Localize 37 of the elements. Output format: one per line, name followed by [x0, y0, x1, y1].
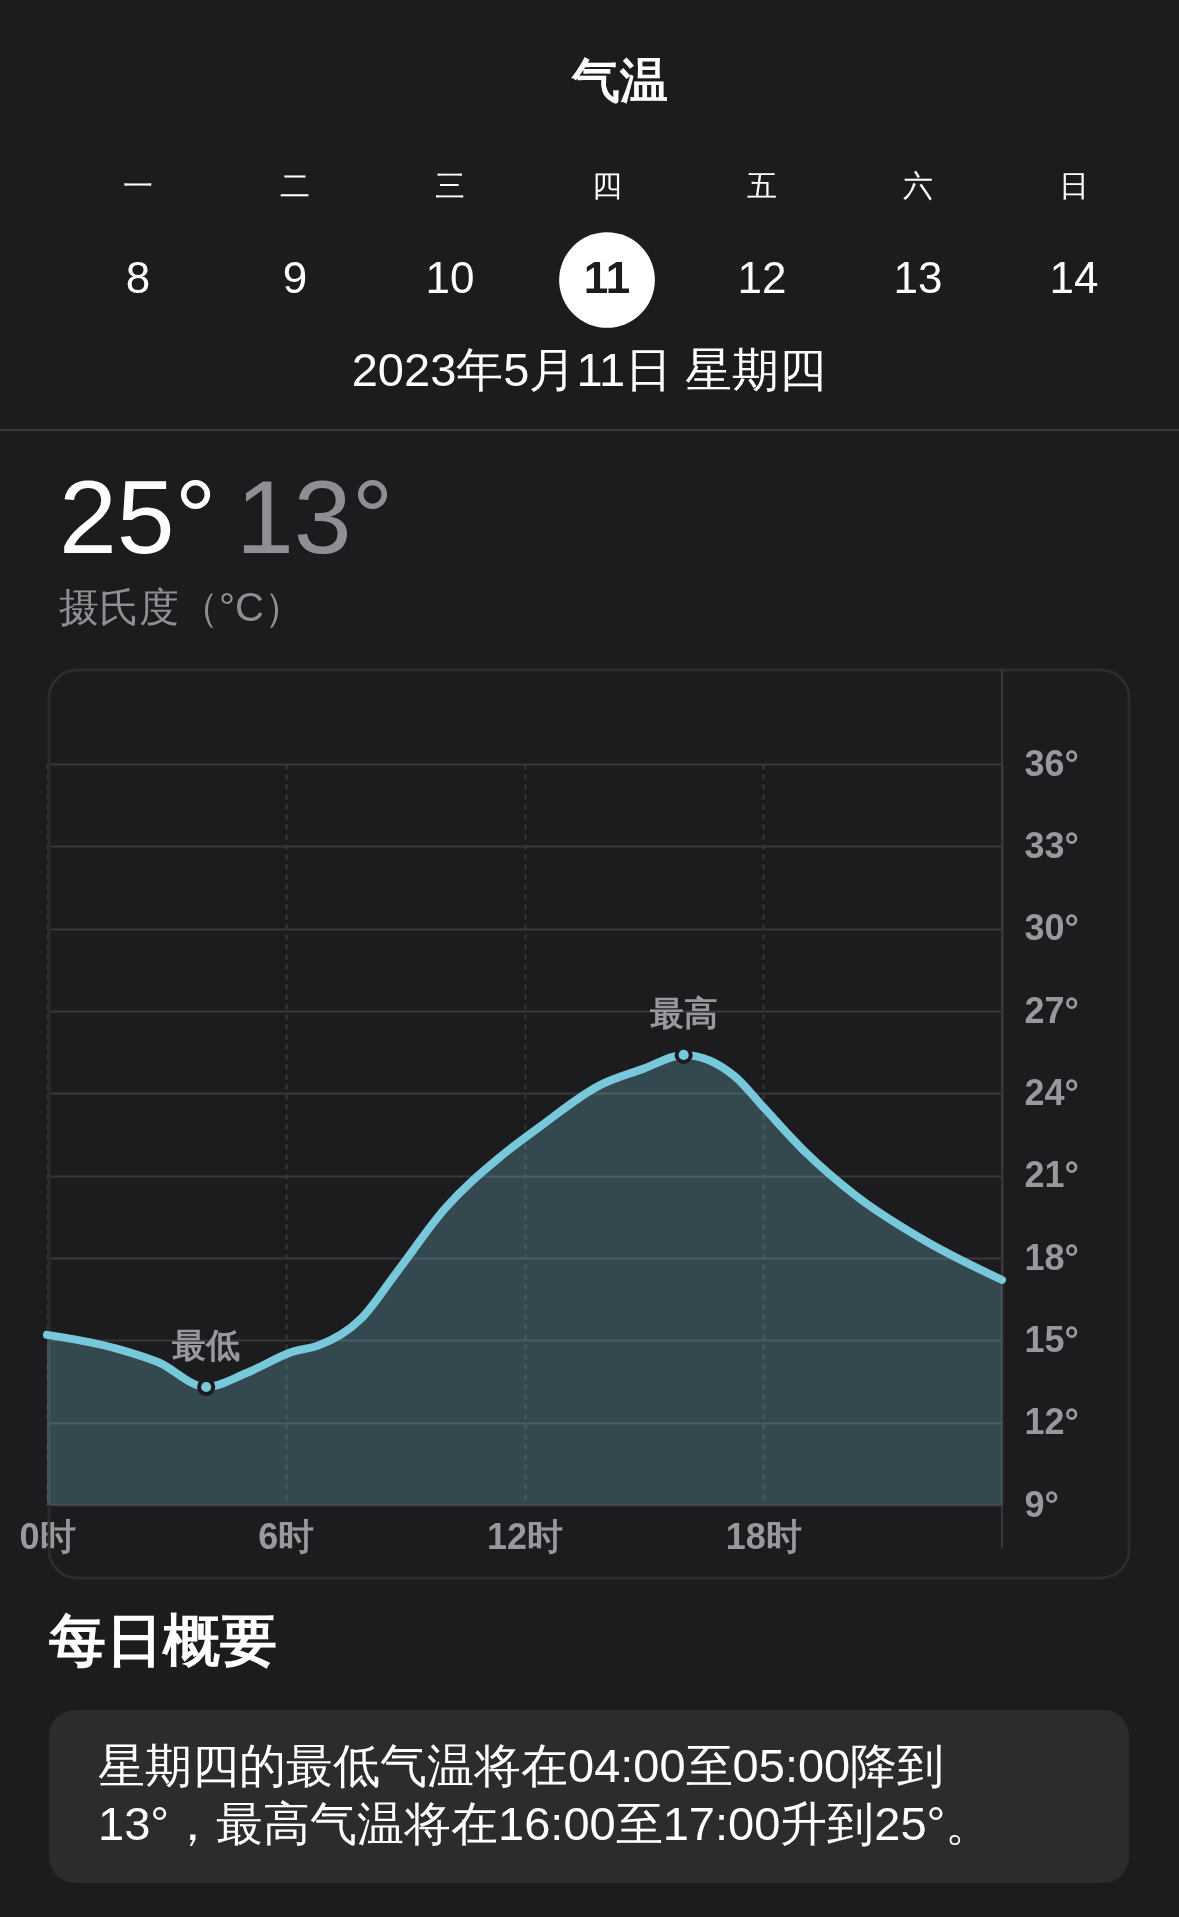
- text: 四: [592, 169, 622, 202]
- chart-title: 气温: [571, 54, 668, 107]
- text: 每日概要: [48, 1608, 277, 1672]
- y-tick-label: 30°: [1024, 907, 1079, 949]
- text: 14: [1049, 253, 1099, 302]
- text: 六: [903, 169, 933, 202]
- y-tick-label: 21°: [1024, 1154, 1079, 1196]
- text: 二: [280, 169, 310, 202]
- x-tick-label: 18时: [725, 1515, 802, 1557]
- text: 11: [583, 253, 631, 302]
- text: 12: [737, 253, 787, 302]
- y-tick-label: 18°: [1024, 1236, 1079, 1278]
- annotation: 最高: [649, 993, 718, 1032]
- text: 三: [435, 169, 465, 202]
- y-tick-label: 27°: [1024, 989, 1079, 1031]
- y-tick-label: 9°: [1024, 1483, 1059, 1525]
- text: 9: [282, 253, 308, 302]
- y-tick-label: 24°: [1024, 1071, 1079, 1113]
- text: 星期四的最低气温将在04:00至05:00降到13°，最高气温将在16:00至17:00升到25°。: [98, 1739, 993, 1850]
- text: 摄氏度（°C）: [59, 585, 304, 629]
- y-tick-label: 12°: [1024, 1401, 1079, 1443]
- text: 2023年5月11日 星期四: [351, 343, 827, 396]
- text: 8: [125, 253, 151, 302]
- x-tick-label: 6时: [258, 1515, 315, 1557]
- text: 25°: [59, 459, 217, 575]
- y-tick-label: 15°: [1024, 1318, 1079, 1360]
- text: 13: [893, 253, 943, 302]
- text: 10: [425, 253, 475, 302]
- x-tick-label: 12时: [486, 1515, 564, 1557]
- y-tick-label: 33°: [1024, 824, 1079, 866]
- y-tick-label: 36°: [1024, 742, 1079, 784]
- x-tick-label: 0时: [19, 1515, 76, 1557]
- text: 一: [123, 169, 153, 202]
- annotation: 最低: [172, 1325, 241, 1364]
- text: 五: [747, 169, 777, 202]
- text: 13°: [236, 459, 394, 575]
- text: 日: [1059, 169, 1089, 202]
